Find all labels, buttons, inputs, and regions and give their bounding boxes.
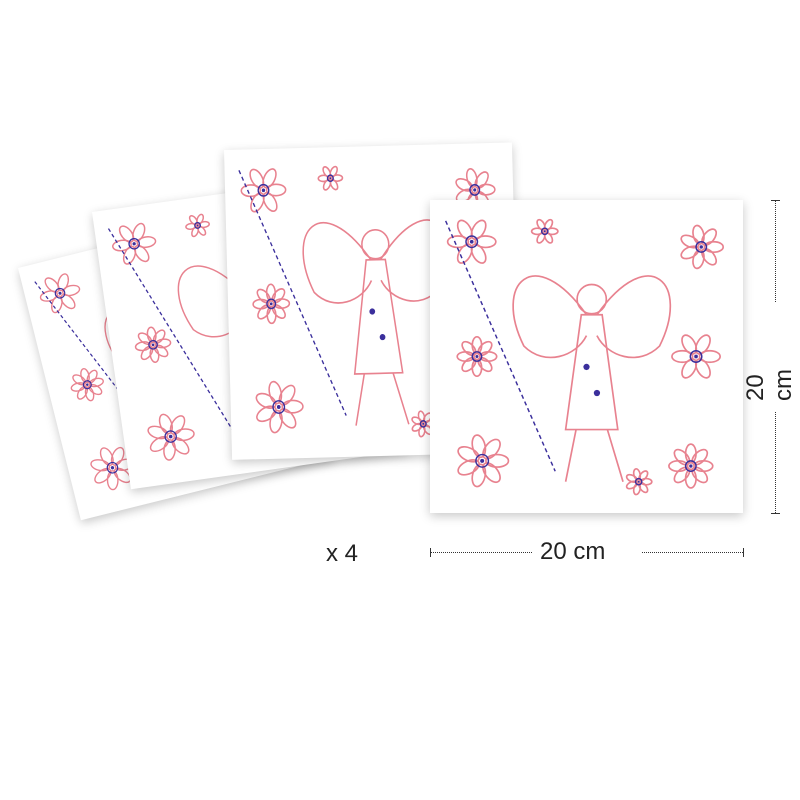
width-label: 20 cm bbox=[540, 538, 606, 565]
flower bbox=[185, 213, 210, 238]
swing-rope bbox=[444, 220, 556, 472]
card-4 bbox=[430, 200, 743, 513]
flower bbox=[252, 283, 291, 325]
flower bbox=[625, 468, 653, 496]
fairy bbox=[512, 275, 672, 482]
flower bbox=[70, 368, 104, 402]
flower bbox=[112, 222, 157, 265]
height-line-bottom bbox=[775, 412, 776, 513]
flower bbox=[39, 273, 81, 314]
flower bbox=[134, 326, 172, 364]
flower bbox=[255, 380, 304, 434]
flower bbox=[147, 413, 195, 461]
quantity-label: x 4 bbox=[326, 540, 359, 567]
width-line-right bbox=[642, 552, 743, 553]
fairy-illustration bbox=[444, 218, 725, 496]
width-tick-right bbox=[743, 548, 744, 557]
flower bbox=[668, 443, 714, 489]
swing-rope bbox=[107, 228, 238, 438]
height-tick-bottom bbox=[771, 513, 780, 514]
flower bbox=[456, 335, 498, 378]
flower bbox=[457, 434, 510, 488]
flower bbox=[671, 334, 721, 379]
width-line-left bbox=[430, 552, 532, 553]
flower bbox=[446, 219, 497, 264]
height-label: 20 cm bbox=[742, 369, 797, 401]
flower bbox=[680, 224, 725, 270]
flower bbox=[530, 218, 559, 244]
height-line-top bbox=[775, 200, 776, 302]
flower bbox=[240, 168, 287, 213]
swing-rope bbox=[238, 169, 347, 416]
flower bbox=[317, 165, 344, 191]
